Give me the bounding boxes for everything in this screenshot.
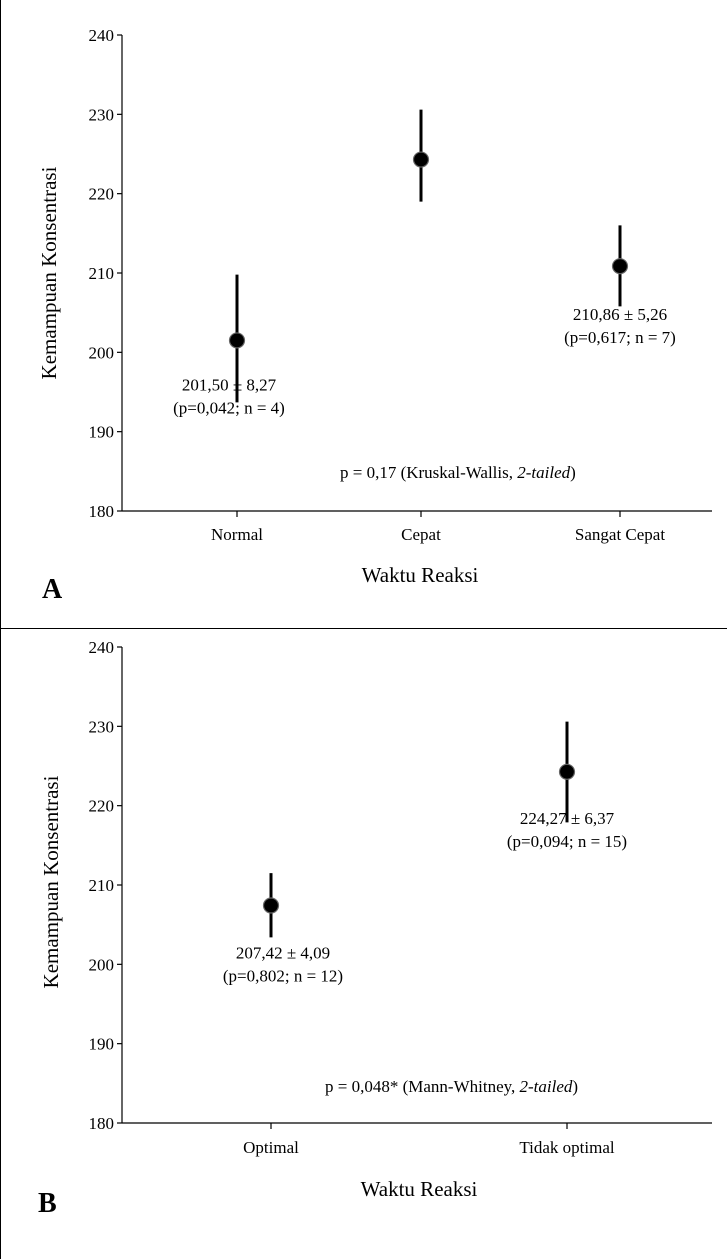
panel-b-point-label-stats: (p=0,802; n = 12)	[223, 966, 343, 985]
panel-a-point-label-mean: 210,86 ± 5,26	[573, 305, 667, 324]
panel-b-point-label-mean: 207,42 ± 4,09	[236, 943, 330, 962]
panel-a-label: A	[42, 574, 63, 605]
panel-b-data-point	[262, 897, 280, 914]
panel-a-data-point	[412, 151, 430, 168]
panel-a-point-label-stats: (p=0,042; n = 4)	[173, 398, 285, 417]
panel-a-x-axis-title: Waktu Reaksi	[362, 563, 479, 587]
panel-b-y-axis-title: Kemampuan Konsentrasi	[39, 775, 63, 988]
panel-a-x-tick-label: Sangat Cepat	[575, 525, 665, 544]
panel-a-y-tick-label: 190	[89, 423, 115, 442]
panel-b-y-tick-label: 190	[89, 1035, 115, 1054]
panel-b-x-tick-label: Optimal	[243, 1138, 299, 1157]
panel-a-x-tick-label: Normal	[211, 525, 263, 544]
panel-b-y-tick-label: 180	[89, 1114, 115, 1133]
panel-b-x-axis-title: Waktu Reaksi	[361, 1177, 478, 1201]
panel-b-point-label-stats: (p=0,094; n = 15)	[507, 832, 627, 851]
panel-b-label: B	[38, 1188, 57, 1219]
panel-a-y-tick-label: 180	[89, 502, 115, 521]
panel-a-point-label-stats: (p=0,617; n = 7)	[564, 328, 676, 347]
panel-a-data-point	[611, 258, 629, 275]
panel-a-test-annotation: p = 0,17 (Kruskal-Wallis, 2-tailed)	[340, 463, 576, 482]
panel-a-data-point	[228, 332, 246, 349]
panel-a-point-label-mean: 201,50 ± 8,27	[182, 375, 277, 394]
panel-a-y-axis-title: Kemampuan Konsentrasi	[37, 166, 61, 379]
panel-b-y-tick-label: 220	[89, 797, 115, 816]
panel-divider	[0, 628, 727, 629]
panel-b-x-tick-label: Tidak optimal	[519, 1138, 615, 1157]
panel-b-data-point	[558, 763, 576, 780]
panel-a-y-tick-label: 230	[89, 105, 115, 124]
panel-a-y-tick-label: 200	[89, 343, 115, 362]
panel-a-y-tick-label: 240	[89, 26, 115, 45]
panel-b-y-tick-label: 230	[89, 717, 115, 736]
panel-b-point-label-mean: 224,27 ± 6,37	[520, 809, 615, 828]
panel-b-test-annotation: p = 0,048* (Mann-Whitney, 2-tailed)	[325, 1077, 578, 1096]
panel-b-y-tick-label: 240	[89, 638, 115, 657]
panel-a-y-tick-label: 210	[89, 264, 115, 283]
panel-a-y-tick-label: 220	[89, 185, 115, 204]
panel-b-y-tick-label: 200	[89, 955, 115, 974]
panel-b-y-tick-label: 210	[89, 876, 115, 895]
panel-a-x-tick-label: Cepat	[401, 525, 441, 544]
